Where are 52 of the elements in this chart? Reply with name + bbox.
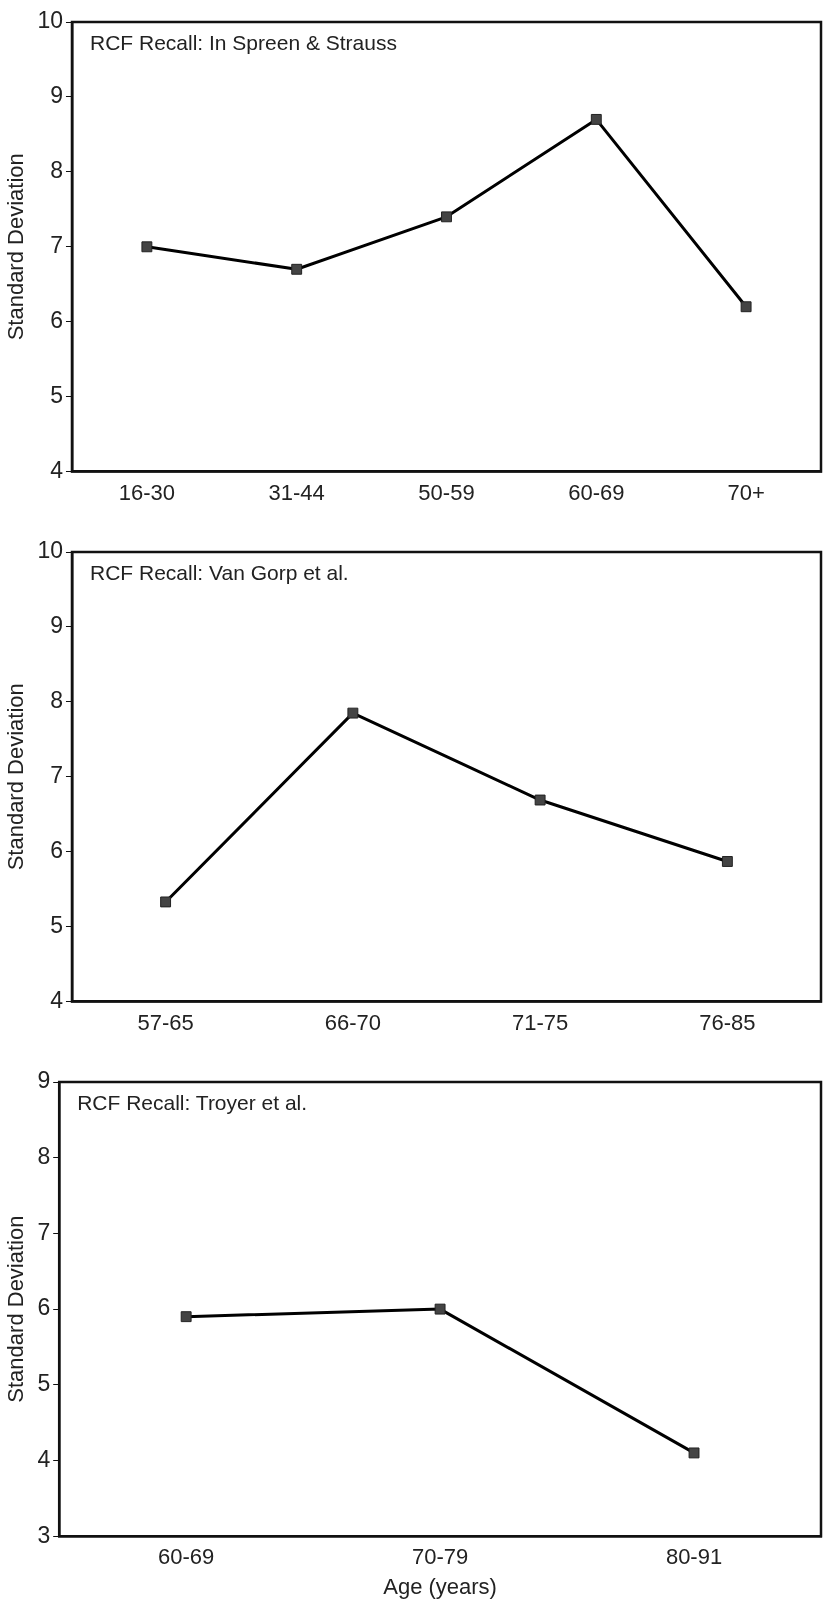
y-tick-label: 9 bbox=[37, 1067, 51, 1094]
y-tick-label: 5 bbox=[50, 912, 63, 939]
point bbox=[590, 113, 602, 125]
chart-title: RCF Recall: In Spreen & Strauss bbox=[89, 31, 397, 55]
y-tick-label: 6 bbox=[37, 1294, 51, 1321]
y-tick-label: 3 bbox=[37, 1521, 51, 1548]
y-tick-label: 7 bbox=[37, 1218, 51, 1245]
y-tick-label: 7 bbox=[50, 762, 63, 789]
x-tick-label: 57-65 bbox=[137, 1009, 194, 1035]
x-tick-label: 31-44 bbox=[268, 479, 325, 505]
y-tick-label: 9 bbox=[50, 612, 63, 639]
x-tick-label: 60-69 bbox=[568, 479, 625, 505]
point bbox=[441, 211, 452, 223]
x-tick-label: 60-69 bbox=[158, 1544, 215, 1570]
point bbox=[180, 1311, 192, 1323]
y-tick-label: 5 bbox=[50, 382, 63, 409]
x-tick-label: 16-30 bbox=[118, 479, 176, 505]
y-axis-title: Standard Deviation bbox=[3, 153, 29, 341]
point bbox=[688, 1447, 700, 1459]
y-tick-label: 6 bbox=[50, 307, 63, 334]
point bbox=[160, 896, 172, 908]
y-tick-label: 8 bbox=[37, 1143, 51, 1170]
y-axis-title: Standard Deviation bbox=[3, 1215, 29, 1403]
point bbox=[740, 301, 752, 313]
x-tick-label: 70+ bbox=[727, 479, 765, 505]
chart-title: RCF Recall: Van Gorp et al. bbox=[89, 561, 349, 585]
point bbox=[721, 856, 733, 867]
point bbox=[141, 241, 153, 253]
y-tick-label: 4 bbox=[50, 986, 64, 1013]
y-tick-label: 5 bbox=[37, 1370, 51, 1397]
y-tick-label: 4 bbox=[50, 456, 64, 483]
y-tick-label: 8 bbox=[50, 157, 63, 184]
x-axis-title: Age (years) bbox=[383, 1573, 497, 1599]
point bbox=[291, 263, 303, 275]
x-tick-label: 80-91 bbox=[665, 1544, 723, 1570]
y-tick-label: 9 bbox=[50, 82, 63, 109]
x-tick-label: 66-70 bbox=[324, 1009, 382, 1035]
x-tick-label: 70-79 bbox=[411, 1544, 469, 1570]
point bbox=[534, 794, 546, 806]
x-tick-label: 76-85 bbox=[699, 1009, 756, 1035]
chart-title: RCF Recall: Troyer et al. bbox=[77, 1091, 308, 1115]
x-tick-label: 71-75 bbox=[511, 1009, 569, 1035]
y-tick-label: 10 bbox=[37, 537, 63, 564]
y-axis-title: Standard Deviation bbox=[3, 683, 29, 871]
y-tick-label: 10 bbox=[37, 7, 63, 34]
y-tick-label: 7 bbox=[50, 232, 63, 259]
y-tick-label: 6 bbox=[50, 837, 63, 864]
y-tick-label: 4 bbox=[37, 1445, 51, 1472]
y-tick-label: 8 bbox=[50, 687, 63, 714]
x-tick-label: 50-59 bbox=[418, 479, 475, 505]
point bbox=[434, 1303, 446, 1315]
point bbox=[347, 707, 359, 719]
